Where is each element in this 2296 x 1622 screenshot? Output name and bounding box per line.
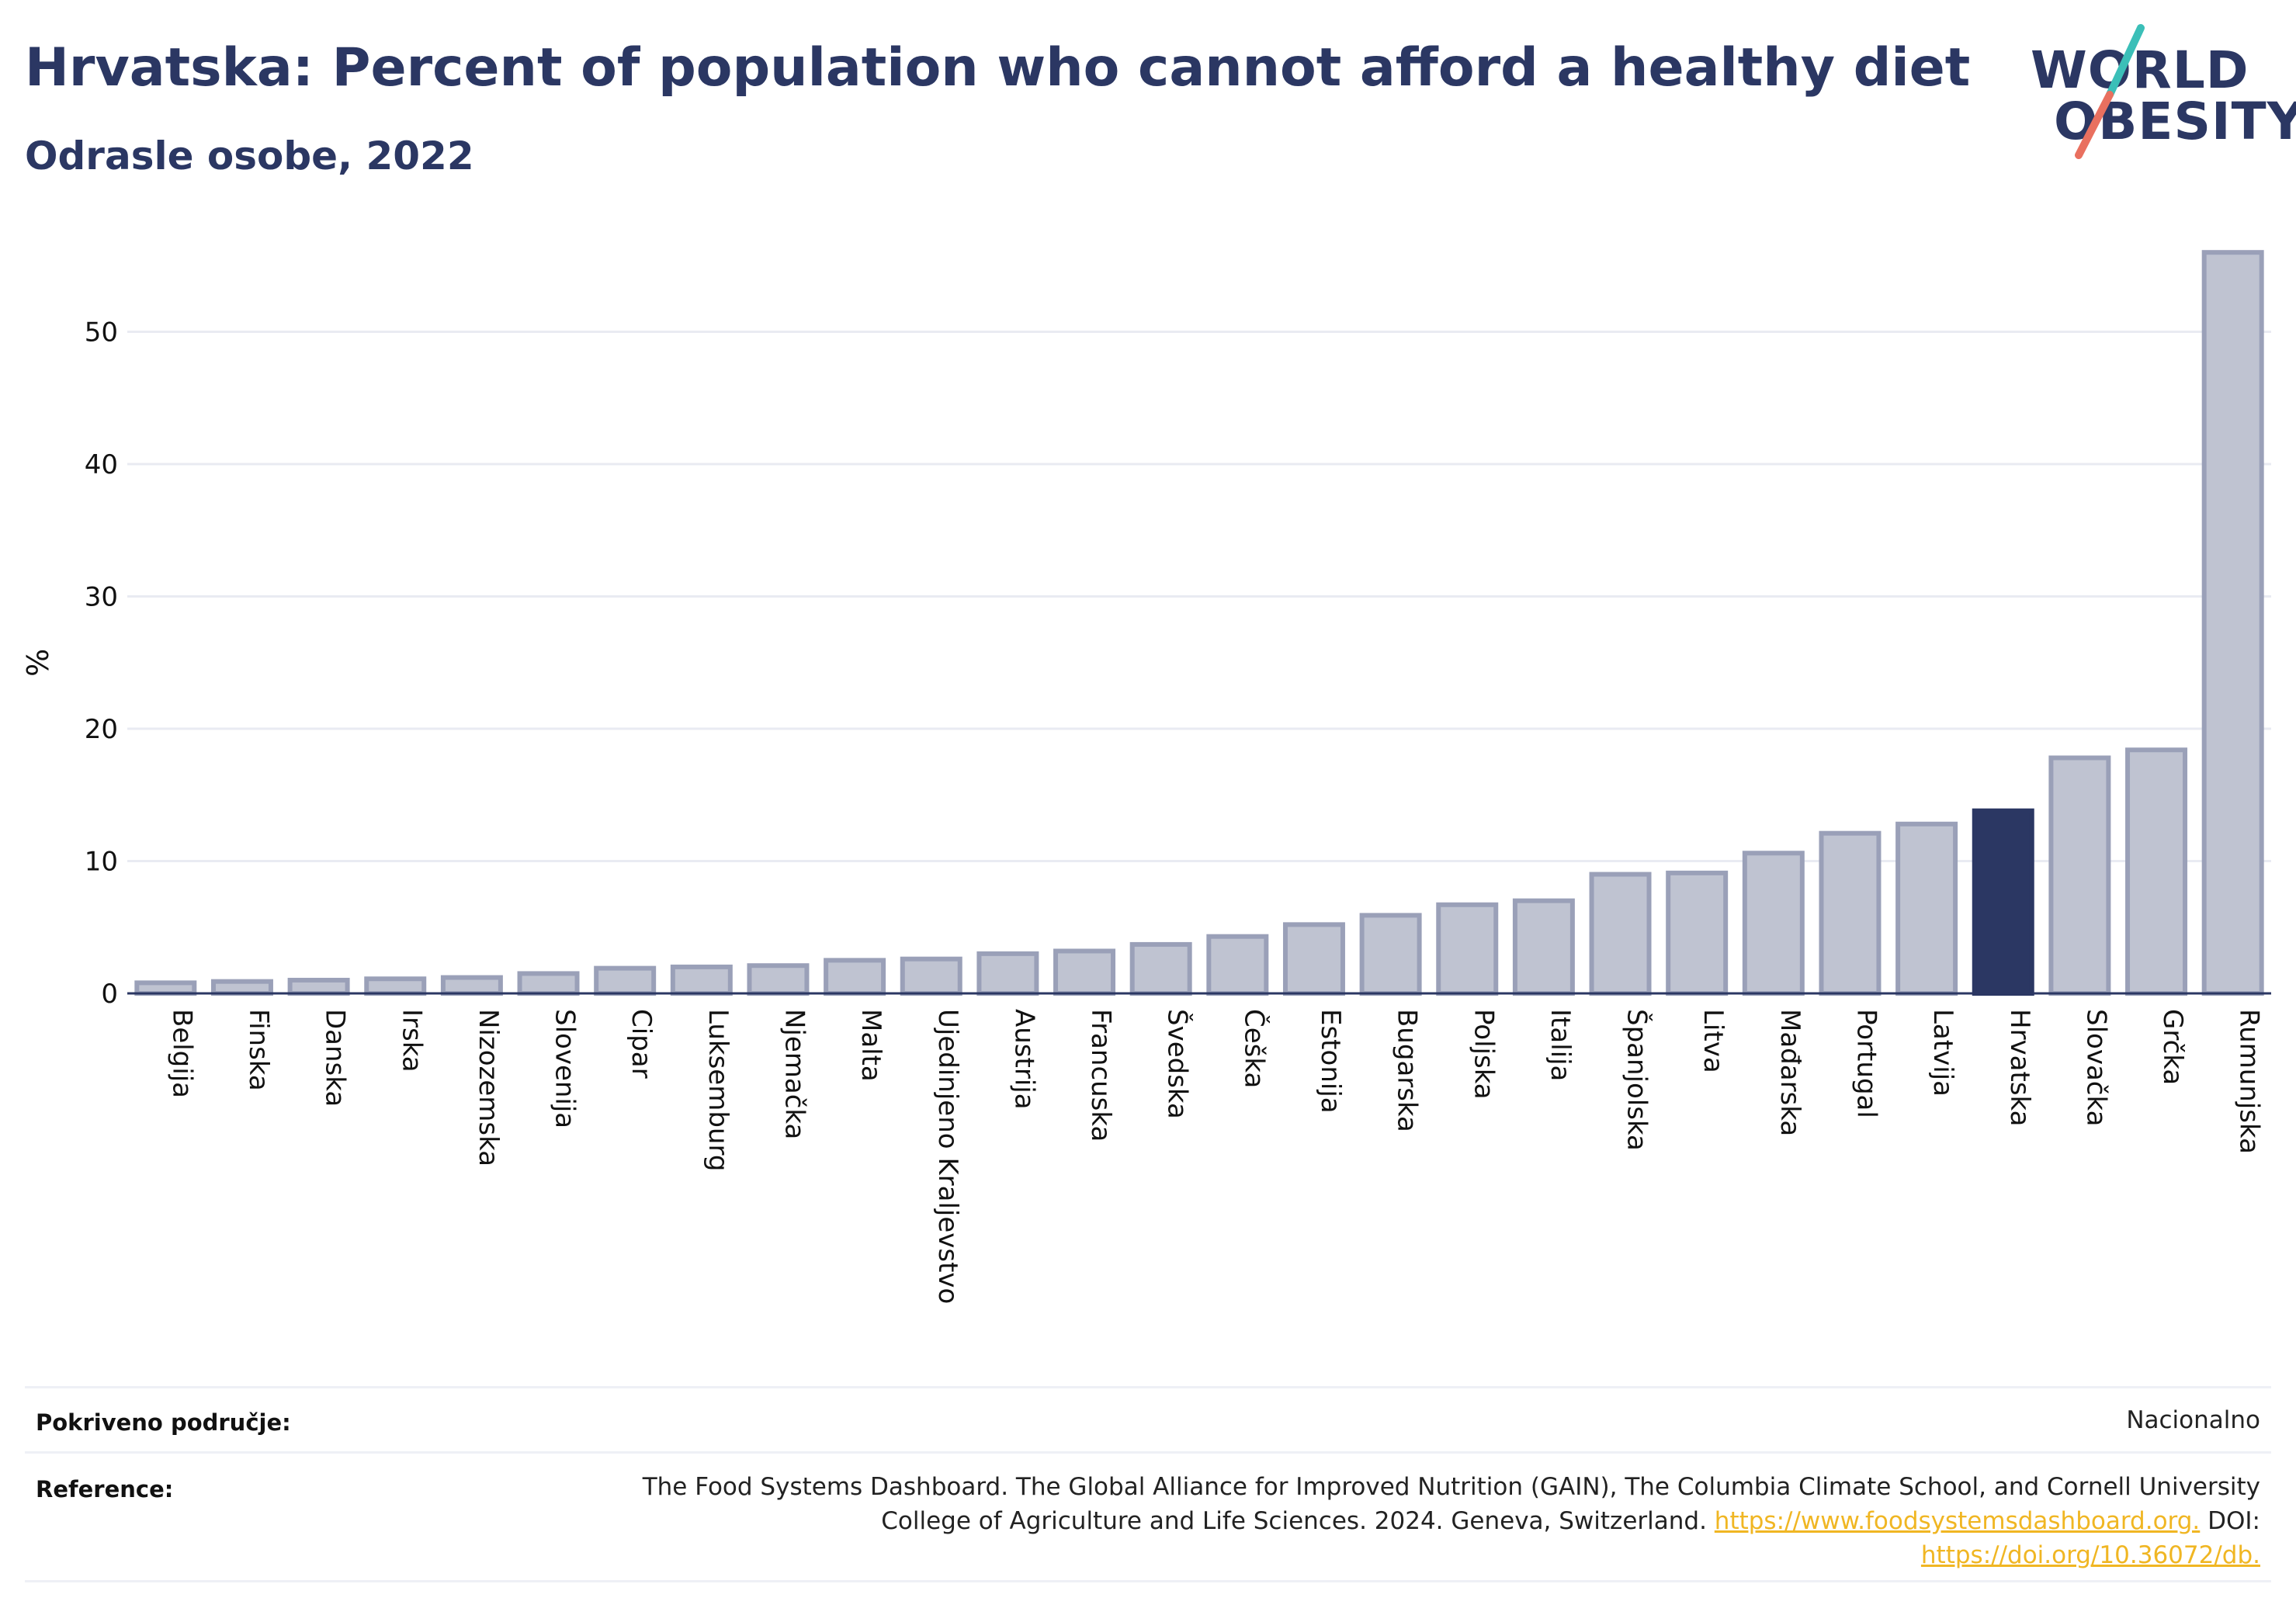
bar xyxy=(1512,898,1575,996)
x-tick-label: Francuska xyxy=(1085,1009,1116,1142)
logo-slash-icon xyxy=(2075,24,2145,159)
x-tick-label: Malta xyxy=(855,1009,886,1082)
bar xyxy=(1206,934,1269,996)
x-tick-label: Bugarska xyxy=(1392,1009,1423,1132)
y-tick-label: 30 xyxy=(85,582,118,613)
footer-divider xyxy=(25,1451,2271,1454)
bar xyxy=(1282,922,1345,996)
bar xyxy=(824,958,886,996)
x-tick-label: Grčka xyxy=(2157,1009,2188,1085)
x-tick-label: Finska xyxy=(243,1009,274,1091)
bar xyxy=(1589,872,1652,996)
bar xyxy=(900,956,962,996)
reference-line-3: https://doi.org/10.36072/db. xyxy=(643,1538,2260,1572)
x-tick-label: Luksemburg xyxy=(702,1009,734,1171)
bar xyxy=(594,965,657,996)
bar xyxy=(134,980,197,996)
bar xyxy=(2201,250,2264,996)
x-tick-label: Irska xyxy=(396,1009,427,1073)
reference-link-dashboard[interactable]: https://www.foodsystemsdashboard.org. xyxy=(1714,1507,2201,1535)
x-tick-label: Hrvatska xyxy=(2004,1009,2035,1126)
x-tick-label: Njemačka xyxy=(779,1009,810,1139)
bar xyxy=(1436,902,1499,996)
x-tick-label: Poljska xyxy=(1468,1009,1499,1100)
bar xyxy=(517,971,580,996)
footer-divider xyxy=(25,1580,2271,1582)
world-obesity-logo: WORLD OBESITY xyxy=(2026,23,2296,163)
x-tick-label: Češka xyxy=(1238,1009,1270,1088)
bar xyxy=(364,976,427,996)
reference-line-2-text: College of Agriculture and Life Sciences… xyxy=(881,1507,1707,1535)
chart-subtitle: Odrasle osobe, 2022 xyxy=(25,133,474,178)
x-tick-label: Danska xyxy=(320,1009,351,1107)
x-tick-label: Švedska xyxy=(1162,1009,1194,1119)
x-tick-label: Portugal xyxy=(1850,1009,1882,1118)
bar xyxy=(1819,830,1882,996)
x-tick-label: Austrija xyxy=(1008,1009,1039,1110)
x-tick-label: Rumunjska xyxy=(2234,1009,2265,1154)
bar xyxy=(1053,948,1116,996)
bar xyxy=(2048,755,2111,996)
x-tick-label: Latvija xyxy=(1927,1009,1958,1097)
x-tick-label: Slovačka xyxy=(2080,1009,2111,1126)
reference-line-2: College of Agriculture and Life Sciences… xyxy=(643,1504,2260,1538)
bar xyxy=(287,977,350,996)
x-tick-label: Nizozemska xyxy=(473,1009,504,1166)
reference-doi-label: DOI: xyxy=(2208,1507,2260,1535)
bar xyxy=(670,964,733,996)
reference-link-doi[interactable]: https://doi.org/10.36072/db. xyxy=(1920,1541,2260,1569)
y-tick-label: 20 xyxy=(85,714,118,745)
coverage-value: Nacionalno xyxy=(2126,1406,2260,1434)
x-tick-label: Slovenija xyxy=(550,1009,581,1128)
y-tick-label: 10 xyxy=(85,847,118,878)
reference-label: Reference: xyxy=(36,1476,174,1502)
chart-title: Hrvatska: Percent of population who cann… xyxy=(25,37,1971,99)
logo-line-1: WORLD xyxy=(2031,40,2249,100)
bar-chart: 0 10 20 30 40 50% Belgija Finska Danska Irska Nizo… xyxy=(21,250,2271,1304)
bar xyxy=(1972,808,2034,996)
reference-text: The Food Systems Dashboard. The Global A… xyxy=(643,1470,2260,1572)
bar xyxy=(440,975,503,996)
footer-divider xyxy=(25,1386,2271,1388)
x-tick-label: Cipar xyxy=(626,1009,657,1079)
coverage-label: Pokriveno područje: xyxy=(36,1409,291,1436)
x-tick-label: Mađarska xyxy=(1774,1009,1805,1136)
x-tick-label: Litva xyxy=(1698,1009,1729,1073)
reference-line-1: The Food Systems Dashboard. The Global A… xyxy=(642,1473,2260,1501)
x-tick-label: Italija xyxy=(1545,1009,1576,1081)
bar xyxy=(1359,913,1422,996)
bar xyxy=(1742,851,1805,996)
y-tick-label: 0 xyxy=(101,979,118,1010)
y-tick-label: 50 xyxy=(85,317,118,348)
bar xyxy=(1666,870,1729,996)
y-axis-label: % xyxy=(21,649,55,677)
bar xyxy=(2125,747,2188,996)
x-tick-label: Estonija xyxy=(1315,1009,1346,1114)
bar xyxy=(1129,941,1192,996)
bar xyxy=(210,979,273,996)
bar xyxy=(1895,821,1958,996)
x-tick-label: Ujedinjeno Kraljevstvo xyxy=(932,1009,963,1304)
bar xyxy=(747,963,810,996)
x-tick-label: Španjolska xyxy=(1621,1009,1653,1151)
x-tick-label: Belgija xyxy=(166,1009,197,1098)
y-tick-label: 40 xyxy=(85,449,118,480)
bar xyxy=(976,951,1039,996)
